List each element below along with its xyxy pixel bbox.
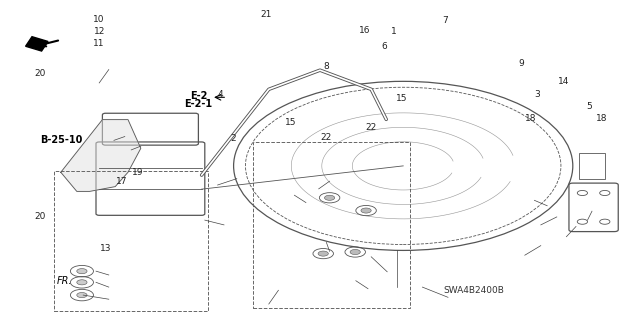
Text: 9: 9 xyxy=(519,59,524,68)
Text: 7: 7 xyxy=(442,16,447,25)
Circle shape xyxy=(77,269,87,274)
Text: 12: 12 xyxy=(93,27,105,36)
Text: 8: 8 xyxy=(324,63,329,71)
Polygon shape xyxy=(26,37,48,51)
Text: SWA4B2400B: SWA4B2400B xyxy=(443,286,504,295)
Polygon shape xyxy=(61,120,141,191)
Text: 17: 17 xyxy=(116,177,127,186)
Text: 6: 6 xyxy=(381,42,387,51)
Text: 11: 11 xyxy=(93,39,105,48)
Text: 22: 22 xyxy=(321,133,332,142)
Bar xyxy=(54,171,208,311)
Circle shape xyxy=(324,195,335,200)
Text: 1: 1 xyxy=(391,27,396,36)
Text: 19: 19 xyxy=(132,168,143,177)
Text: B-25-10: B-25-10 xyxy=(40,135,82,145)
Text: 13: 13 xyxy=(100,244,111,253)
Circle shape xyxy=(361,208,371,213)
Text: 4: 4 xyxy=(218,90,223,99)
Text: 18: 18 xyxy=(525,114,537,122)
Text: 20: 20 xyxy=(34,69,45,78)
Text: 20: 20 xyxy=(34,212,45,221)
Circle shape xyxy=(77,293,87,298)
Text: 21: 21 xyxy=(260,10,271,19)
Text: 2: 2 xyxy=(231,134,236,143)
Circle shape xyxy=(318,251,328,256)
Text: 14: 14 xyxy=(557,77,569,86)
Text: FR.: FR. xyxy=(56,276,72,286)
Text: 16: 16 xyxy=(359,26,371,35)
Text: 5: 5 xyxy=(586,102,591,111)
Text: 10: 10 xyxy=(93,15,105,24)
Bar xyxy=(579,153,605,179)
Text: 15: 15 xyxy=(285,118,297,127)
Text: 22: 22 xyxy=(365,123,377,132)
Text: E-2-1: E-2-1 xyxy=(184,99,212,109)
Circle shape xyxy=(77,280,87,285)
Circle shape xyxy=(350,249,360,255)
Text: E-2: E-2 xyxy=(189,91,207,101)
Text: 15: 15 xyxy=(396,94,408,103)
Bar xyxy=(253,142,410,308)
Text: 18: 18 xyxy=(596,114,607,122)
Text: 3: 3 xyxy=(535,90,540,99)
